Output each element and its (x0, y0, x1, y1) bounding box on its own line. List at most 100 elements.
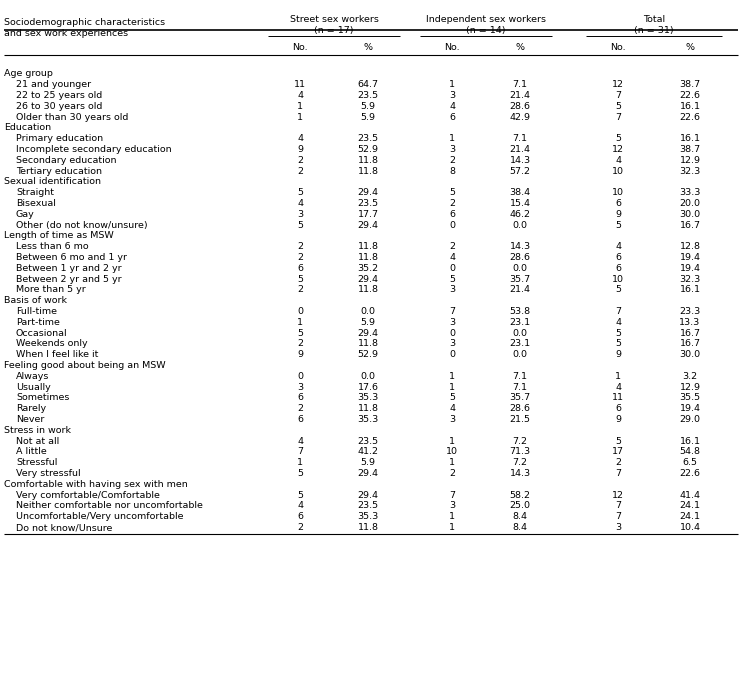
Text: 7.2: 7.2 (513, 458, 528, 467)
Text: 1: 1 (297, 102, 303, 111)
Text: 11.8: 11.8 (358, 167, 378, 176)
Text: Full-time: Full-time (16, 307, 57, 316)
Text: 6: 6 (615, 199, 621, 208)
Text: 54.8: 54.8 (680, 447, 700, 457)
Text: 2: 2 (297, 523, 303, 532)
Text: 29.4: 29.4 (358, 188, 378, 197)
Text: 11: 11 (612, 393, 624, 402)
Text: 0.0: 0.0 (513, 350, 528, 359)
Text: Always: Always (16, 372, 50, 381)
Text: 9: 9 (615, 350, 621, 359)
Text: 5: 5 (297, 220, 303, 229)
Text: 10: 10 (612, 188, 624, 197)
Text: 7: 7 (615, 513, 621, 522)
Text: 1: 1 (449, 81, 455, 90)
Text: 2: 2 (297, 243, 303, 251)
Text: Rarely: Rarely (16, 404, 46, 413)
Text: 4: 4 (297, 437, 303, 446)
Text: 22.6: 22.6 (680, 113, 700, 122)
Text: 0.0: 0.0 (513, 329, 528, 338)
Text: 14.3: 14.3 (510, 469, 531, 478)
Text: 5: 5 (615, 134, 621, 143)
Text: 29.4: 29.4 (358, 220, 378, 229)
Text: 6: 6 (449, 210, 455, 219)
Text: 71.3: 71.3 (510, 447, 531, 457)
Text: 6: 6 (297, 415, 303, 424)
Text: Very comfortable/Comfortable: Very comfortable/Comfortable (16, 491, 160, 500)
Text: 29.4: 29.4 (358, 329, 378, 338)
Text: When I feel like it: When I feel like it (16, 350, 99, 359)
Text: No.: No. (610, 43, 626, 52)
Text: 8.4: 8.4 (513, 513, 528, 522)
Text: 35.3: 35.3 (358, 513, 378, 522)
Text: 32.3: 32.3 (680, 167, 700, 176)
Text: 6: 6 (615, 404, 621, 413)
Text: Other (do not know/unsure): Other (do not know/unsure) (16, 220, 148, 229)
Text: 5: 5 (449, 188, 455, 197)
Text: Gay: Gay (16, 210, 35, 219)
Text: 53.8: 53.8 (510, 307, 531, 316)
Text: 4: 4 (615, 382, 621, 392)
Text: 3: 3 (449, 91, 455, 100)
Text: 6: 6 (297, 264, 303, 273)
Text: 29.4: 29.4 (358, 469, 378, 478)
Text: A little: A little (16, 447, 47, 457)
Text: 7: 7 (449, 491, 455, 500)
Text: 2: 2 (297, 253, 303, 262)
Text: 5: 5 (297, 491, 303, 500)
Text: 0.0: 0.0 (361, 307, 375, 316)
Text: 2: 2 (449, 469, 455, 478)
Text: Stress in work: Stress in work (4, 426, 71, 435)
Text: 30.0: 30.0 (680, 210, 700, 219)
Text: Weekends only: Weekends only (16, 340, 88, 349)
Text: 2: 2 (297, 285, 303, 294)
Text: 23.5: 23.5 (358, 134, 378, 143)
Text: 14.3: 14.3 (510, 156, 531, 165)
Text: 9: 9 (297, 350, 303, 359)
Text: 22.6: 22.6 (680, 91, 700, 100)
Text: 46.2: 46.2 (510, 210, 531, 219)
Text: 7.1: 7.1 (513, 81, 528, 90)
Text: 2: 2 (297, 340, 303, 349)
Text: Age group: Age group (4, 70, 53, 79)
Text: 10.4: 10.4 (680, 523, 700, 532)
Text: No.: No. (444, 43, 460, 52)
Text: 35.2: 35.2 (358, 264, 378, 273)
Text: 29.4: 29.4 (358, 275, 378, 284)
Text: 11.8: 11.8 (358, 285, 378, 294)
Text: 5: 5 (297, 469, 303, 478)
Text: 38.7: 38.7 (680, 145, 700, 154)
Text: 64.7: 64.7 (358, 81, 378, 90)
Text: 2: 2 (297, 404, 303, 413)
Text: Neither comfortable nor uncomfortable: Neither comfortable nor uncomfortable (16, 502, 203, 511)
Text: 7: 7 (615, 307, 621, 316)
Text: 22.6: 22.6 (680, 469, 700, 478)
Text: 6: 6 (615, 253, 621, 262)
Text: 1: 1 (449, 523, 455, 532)
Text: 5: 5 (297, 188, 303, 197)
Text: Sometimes: Sometimes (16, 393, 69, 402)
Text: Not at all: Not at all (16, 437, 59, 446)
Text: 5.9: 5.9 (361, 318, 375, 327)
Text: Length of time as MSW: Length of time as MSW (4, 232, 114, 240)
Text: 3: 3 (449, 415, 455, 424)
Text: 3: 3 (615, 523, 621, 532)
Text: Feeling good about being an MSW: Feeling good about being an MSW (4, 361, 165, 370)
Text: 16.1: 16.1 (680, 437, 700, 446)
Text: Between 2 yr and 5 yr: Between 2 yr and 5 yr (16, 275, 122, 284)
Text: 21.4: 21.4 (510, 91, 531, 100)
Text: 33.3: 33.3 (680, 188, 700, 197)
Text: Do not know/Unsure: Do not know/Unsure (16, 523, 112, 532)
Text: 6: 6 (297, 513, 303, 522)
Text: 16.1: 16.1 (680, 285, 700, 294)
Text: Comfortable with having sex with men: Comfortable with having sex with men (4, 480, 188, 489)
Text: 3: 3 (449, 502, 455, 511)
Text: 3: 3 (297, 382, 303, 392)
Text: 10: 10 (612, 275, 624, 284)
Text: 11.8: 11.8 (358, 156, 378, 165)
Text: 11.8: 11.8 (358, 404, 378, 413)
Text: 20.0: 20.0 (680, 199, 700, 208)
Text: 2: 2 (449, 199, 455, 208)
Text: 16.1: 16.1 (680, 102, 700, 111)
Text: 6: 6 (297, 393, 303, 402)
